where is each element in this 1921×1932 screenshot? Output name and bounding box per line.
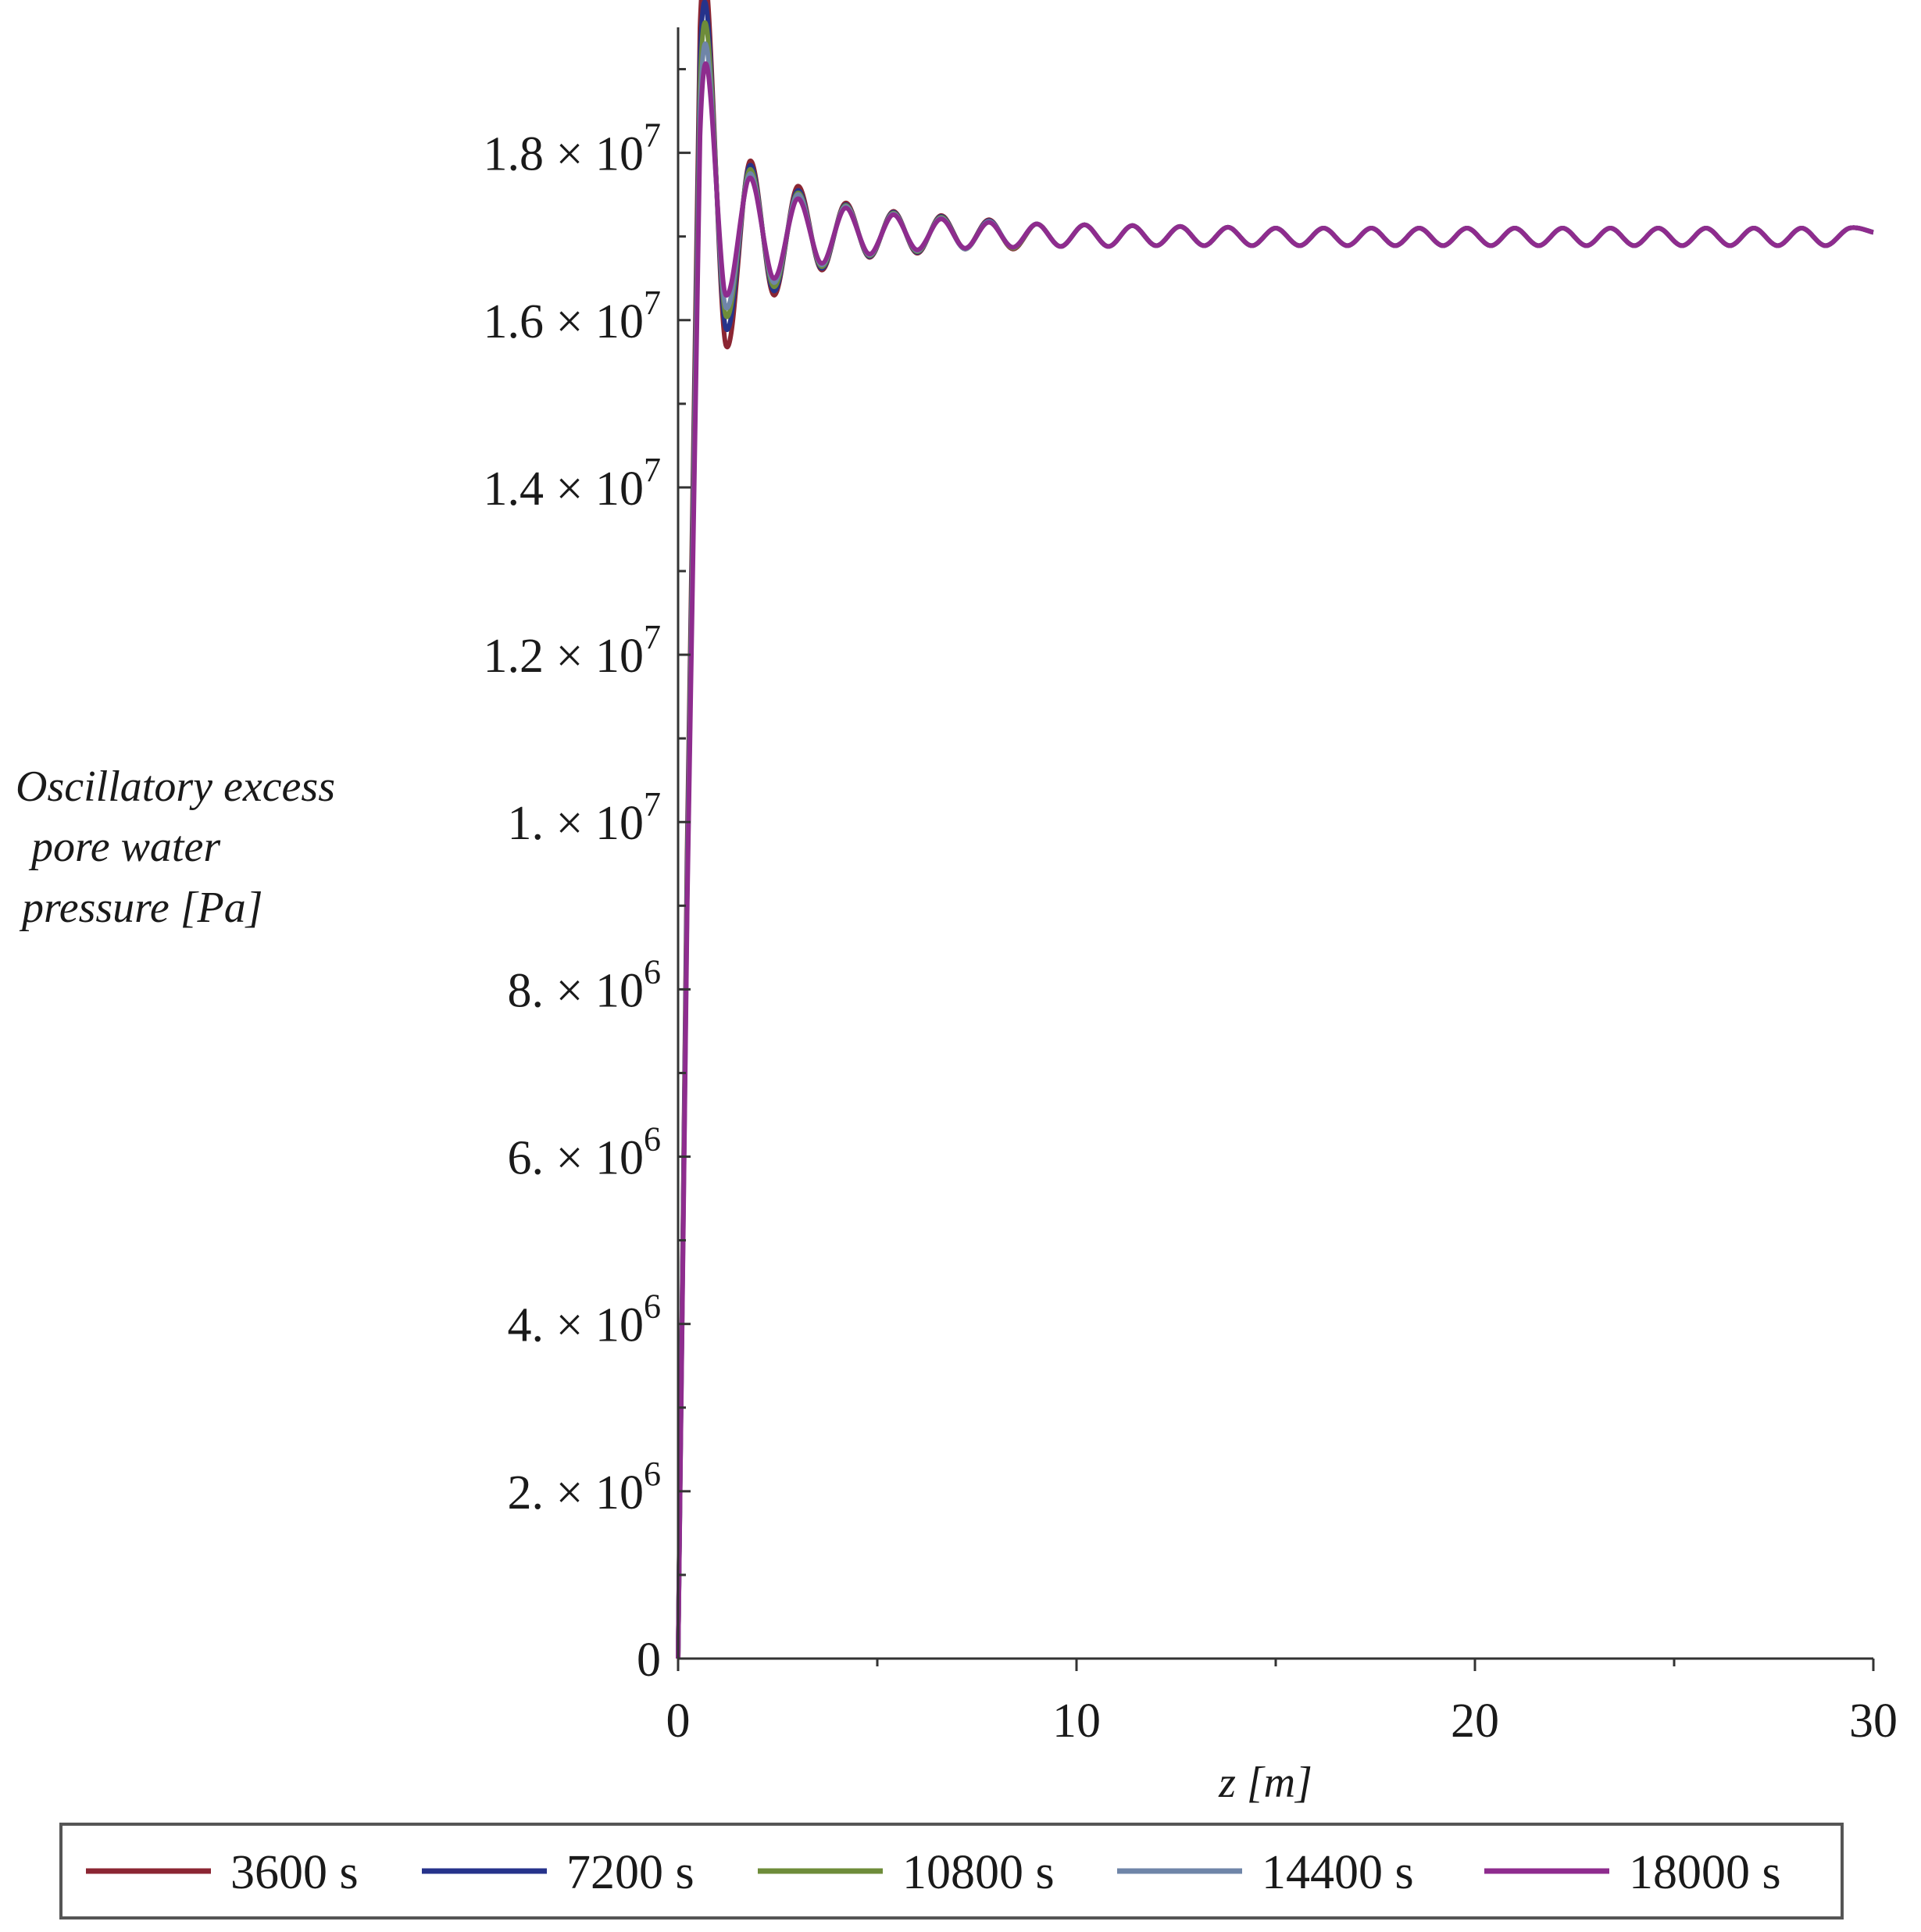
y-tick-label: 1.8 × 107	[484, 116, 661, 181]
legend-label: 10800 s	[902, 1846, 1055, 1899]
y-tick-label: 1. × 107	[508, 785, 661, 850]
series-layer	[676, 0, 1874, 1659]
y-tick-exponent: 6	[644, 1287, 661, 1326]
y-tick-label: 1.4 × 107	[484, 451, 661, 516]
legend: 3600 s 7200 s 10800 s 14400 s 18000 s	[59, 1823, 1844, 1920]
y-tick-mantissa: 1.8 × 10	[484, 128, 644, 181]
series-line-5	[676, 61, 1874, 1659]
series-line-3	[676, 20, 1874, 1659]
y-tick-mantissa: 6. × 10	[508, 1132, 644, 1185]
y-tick-exponent: 6	[644, 1455, 661, 1493]
x-tick-label: 10	[1052, 1695, 1101, 1748]
y-tick-label: 6. × 106	[508, 1120, 661, 1185]
y-tick-mantissa: 8. × 10	[508, 964, 644, 1017]
y-tick-exponent: 7	[644, 451, 661, 489]
y-axis-title-line-3: pressure [Pa]	[19, 884, 263, 932]
y-tick-label: 1.6 × 107	[484, 284, 661, 348]
y-tick-mantissa: 2. × 10	[508, 1466, 644, 1520]
y-tick-exponent: 7	[644, 785, 661, 823]
axes-layer	[677, 27, 1873, 1660]
x-axis-title: z [m]	[1218, 1759, 1312, 1807]
y-tick-label: 0	[637, 1634, 661, 1687]
y-tick-exponent: 7	[644, 284, 661, 322]
series-line-2	[676, 0, 1874, 1659]
y-axis-title-line-2: pore water	[28, 823, 220, 871]
legend-label: 18000 s	[1629, 1846, 1781, 1899]
series-line-1	[676, 0, 1874, 1659]
y-tick-label: 8. × 106	[508, 952, 661, 1017]
y-tick-exponent: 7	[644, 618, 661, 656]
y-tick-mantissa: 0	[637, 1634, 661, 1687]
y-tick-mantissa: 1. × 10	[508, 797, 644, 850]
series-line-4	[676, 41, 1874, 1659]
y-tick-exponent: 6	[644, 952, 661, 991]
x-tick-label: 20	[1451, 1695, 1499, 1748]
x-tick-label: 30	[1849, 1695, 1898, 1748]
x-ticks: 0 10 20 30	[666, 1659, 1898, 1748]
y-tick-mantissa: 1.4 × 10	[484, 462, 644, 516]
y-tick-label: 4. × 106	[508, 1287, 661, 1352]
y-tick-label: 1.2 × 107	[484, 618, 661, 683]
y-tick-mantissa: 1.6 × 10	[484, 295, 644, 348]
y-tick-label: 2. × 106	[508, 1455, 661, 1520]
y-tick-mantissa: 1.2 × 10	[484, 630, 644, 683]
y-tick-exponent: 6	[644, 1120, 661, 1159]
y-axis-title-line-1: Oscillatory excess	[16, 762, 335, 811]
legend-label: 14400 s	[1262, 1846, 1414, 1899]
legend-label: 7200 s	[566, 1846, 694, 1899]
y-tick-mantissa: 4. × 10	[508, 1299, 644, 1352]
y-tick-exponent: 7	[644, 116, 661, 155]
x-tick-label: 0	[666, 1695, 691, 1748]
legend-label: 3600 s	[230, 1846, 359, 1899]
